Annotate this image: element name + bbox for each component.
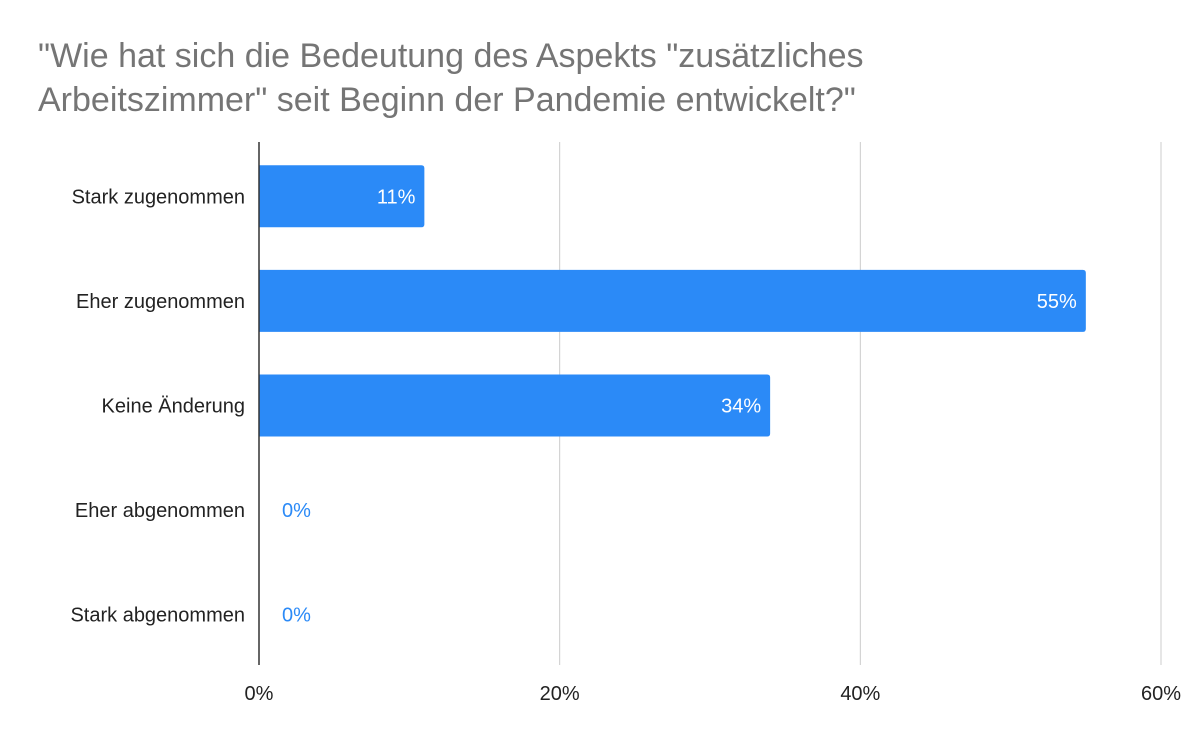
x-tick-label: 0% [245, 683, 274, 705]
chart-title: "Wie hat sich die Bedeutung des Aspekts … [38, 34, 863, 122]
chart-title-line-2: Arbeitszimmer" seit Beginn der Pandemie … [38, 81, 856, 119]
x-tick-label: 40% [840, 683, 880, 705]
bar [259, 374, 771, 437]
category-label: Stark abgenommen [70, 605, 245, 627]
bar [259, 165, 425, 228]
data-label: 0% [282, 605, 311, 627]
data-label: 55% [1037, 291, 1077, 313]
category-label: Keine Änderung [102, 396, 245, 418]
category-label: Stark zugenommen [72, 186, 245, 208]
category-label: Eher abgenommen [75, 500, 245, 522]
x-tick-label: 20% [540, 683, 580, 705]
category-label: Eher zugenommen [76, 291, 245, 313]
chart-title-line-1: "Wie hat sich die Bedeutung des Aspekts … [38, 37, 864, 75]
data-label: 0% [282, 500, 311, 522]
x-tick-label: 60% [1141, 683, 1181, 705]
bar [259, 269, 1086, 332]
data-label: 11% [377, 186, 416, 208]
data-label: 34% [721, 396, 761, 418]
